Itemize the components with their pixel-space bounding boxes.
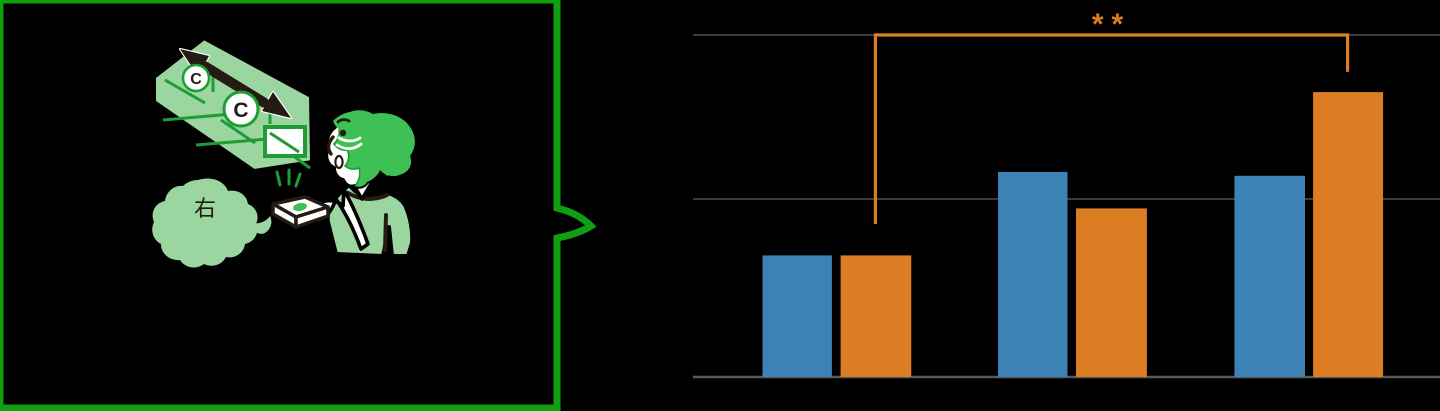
svg-text:**: ** <box>1092 8 1131 41</box>
